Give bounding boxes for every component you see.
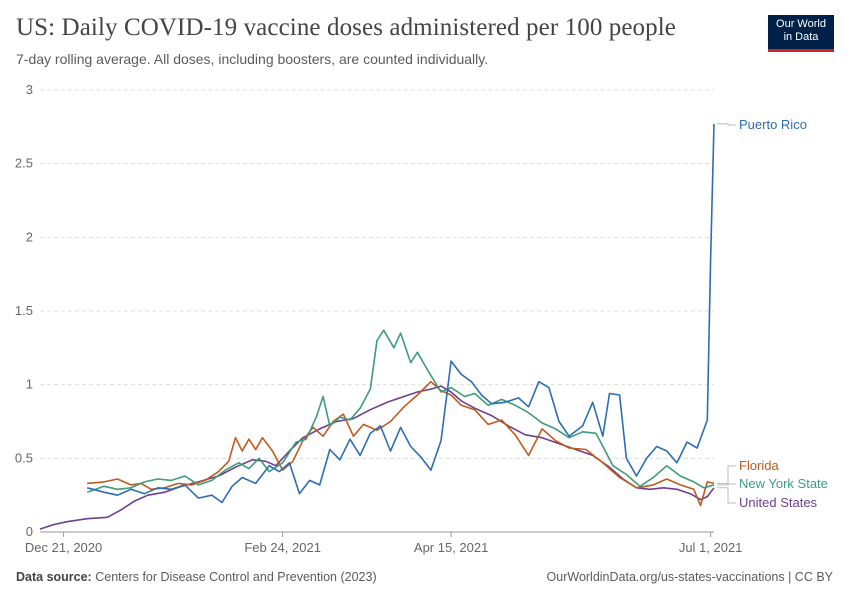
source-url[interactable]: OurWorldinData.org/us-states-vaccination… xyxy=(546,570,833,584)
y-tick-label: 0.5 xyxy=(15,450,33,465)
data-source-label: Data source: xyxy=(16,570,92,584)
label-connector-puerto-rico xyxy=(717,123,736,126)
label-layer: United States Florida New York State Puerto… xyxy=(717,117,828,510)
x-tick-label: Feb 24, 2021 xyxy=(244,540,321,555)
label-connector-florida xyxy=(717,465,736,484)
axis-layer: 0 0.5 1 1.5 2 2.5 3 Dec 21, 2020 Feb 24, 2021 Apr… xyxy=(15,82,743,555)
series-label-united-states: United States xyxy=(739,495,818,510)
series-line-new-york-state xyxy=(86,329,715,493)
chart-title: US: Daily COVID-19 vaccine doses adminis… xyxy=(16,14,677,41)
y-tick-label: 1 xyxy=(26,377,33,392)
label-connector-new-york-state xyxy=(717,483,736,486)
series-line-puerto-rico xyxy=(86,123,715,504)
series-label-puerto-rico: Puerto Rico xyxy=(739,117,807,132)
data-source: Data source: Centers for Disease Control… xyxy=(16,570,377,584)
grid-layer xyxy=(40,89,714,459)
y-tick-label: 1.5 xyxy=(15,303,33,318)
logo-line-2: in Data xyxy=(783,31,819,43)
y-tick-label: 0 xyxy=(26,524,33,539)
y-tick-label: 2 xyxy=(26,229,33,244)
owid-logo[interactable]: Our World in Data xyxy=(768,15,834,52)
y-tick-label: 2.5 xyxy=(15,156,33,171)
series-line-united-states xyxy=(39,385,715,530)
series-label-new-york-state: New York State xyxy=(739,476,828,491)
x-tick-label: Jul 1, 2021 xyxy=(679,540,743,555)
label-connector-united-states xyxy=(717,487,736,504)
logo-line-1: Our World xyxy=(776,18,826,30)
series-label-florida: Florida xyxy=(739,458,780,473)
series-line-florida xyxy=(87,380,715,507)
y-tick-label: 3 xyxy=(26,82,33,97)
line-chart: 0 0.5 1 1.5 2 2.5 3 Dec 21, 2020 Feb 24, 2021 Apr… xyxy=(15,82,828,555)
chart-subtitle: 7-day rolling average. All doses, includ… xyxy=(16,51,489,67)
x-tick-label: Apr 15, 2021 xyxy=(414,540,488,555)
series-layer xyxy=(39,123,715,530)
data-source-text: Centers for Disease Control and Preventi… xyxy=(95,570,377,584)
x-tick-label: Dec 21, 2020 xyxy=(25,540,102,555)
